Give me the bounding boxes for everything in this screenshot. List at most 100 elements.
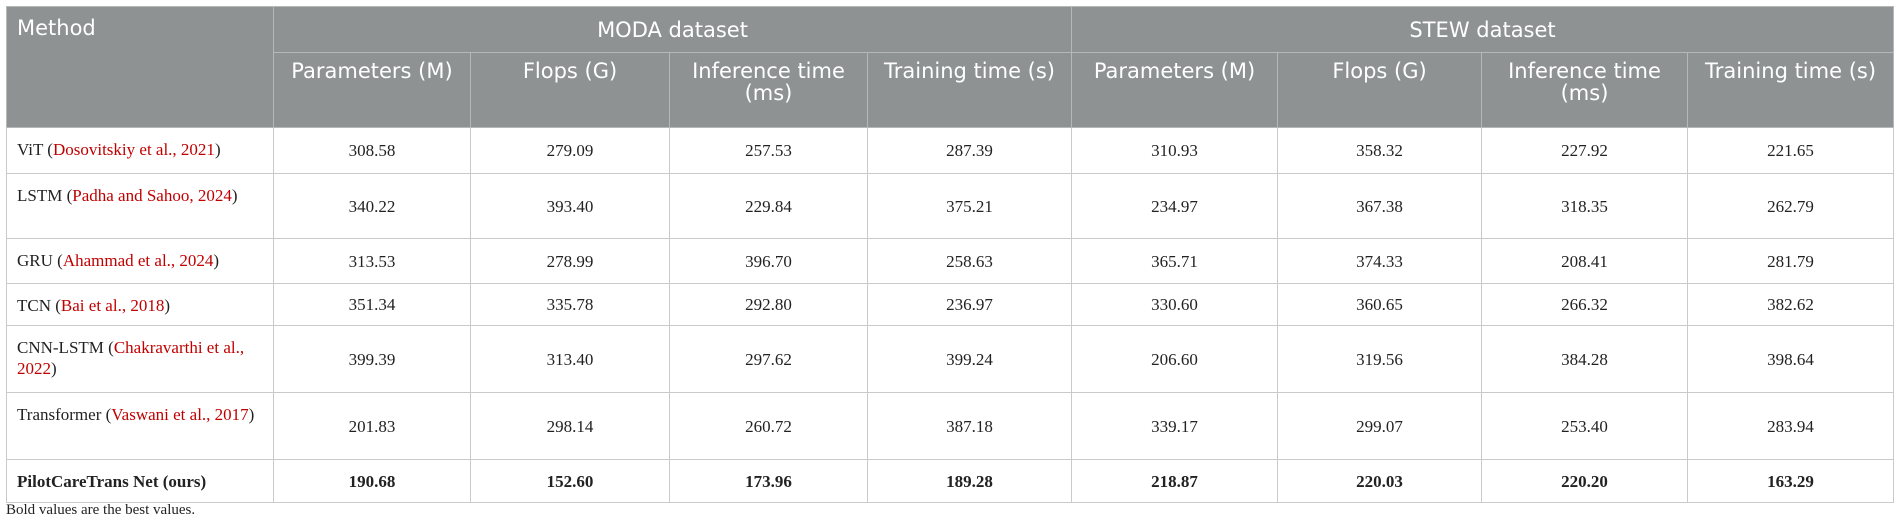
value-cell: 189.28 xyxy=(866,459,1073,503)
column-header: Flops (G) xyxy=(1277,52,1483,128)
value-cell: 360.65 xyxy=(1277,283,1483,326)
value-cell: 260.72 xyxy=(669,392,868,460)
value-cell: 299.07 xyxy=(1277,392,1483,460)
punctuation: ) xyxy=(214,140,221,159)
value-cell: 387.18 xyxy=(866,392,1073,460)
method-cell: LSTM (Padha and Sahoo, 2024) xyxy=(6,173,274,239)
value-cell: 399.24 xyxy=(866,325,1073,393)
table-row: LSTM (Padha and Sahoo, 2024) 340.22 393.40… xyxy=(6,173,1895,239)
value-cell: 287.39 xyxy=(866,127,1073,174)
citation-link: Vaswani et al., 2017 xyxy=(111,405,249,424)
punctuation: ) xyxy=(213,251,220,270)
value-cell: 278.99 xyxy=(470,238,670,284)
method-cell: Transformer (Vaswani et al., 2017) xyxy=(6,392,274,460)
value-cell: 279.09 xyxy=(470,127,670,174)
table-row: PilotCareTrans Net (ours) 190.68 152.60 173… xyxy=(6,459,1895,503)
citation-link: Ahammad et al., 2024 xyxy=(62,251,214,270)
value-cell: 281.79 xyxy=(1687,238,1895,284)
value-cell: 384.28 xyxy=(1481,325,1689,393)
column-header: Flops (G) xyxy=(470,52,670,128)
value-cell: 396.70 xyxy=(669,238,868,284)
value-cell: 220.03 xyxy=(1277,459,1483,503)
method-name: TCN ( xyxy=(17,296,61,315)
value-cell: 313.53 xyxy=(273,238,471,284)
value-cell: 335.78 xyxy=(470,283,670,326)
group-header: STEW dataset xyxy=(1071,6,1895,53)
value-cell: 393.40 xyxy=(470,173,670,239)
value-cell: 163.29 xyxy=(1687,459,1895,503)
value-cell: 257.53 xyxy=(669,127,868,174)
value-cell: 382.62 xyxy=(1687,283,1895,326)
table-row: TCN (Bai et al., 2018) 351.34 335.78 292.80… xyxy=(6,283,1895,326)
value-cell: 358.32 xyxy=(1277,127,1483,174)
value-cell: 351.34 xyxy=(273,283,471,326)
value-cell: 208.41 xyxy=(1481,238,1689,284)
value-cell: 339.17 xyxy=(1071,392,1279,460)
value-cell: 308.58 xyxy=(273,127,471,174)
citation-link: Chakravarthi et al., 2022 xyxy=(17,338,245,378)
method-cell: CNN-LSTM (Chakravarthi et al., 2022) xyxy=(6,325,274,393)
punctuation: ) xyxy=(164,296,170,315)
value-cell: 221.65 xyxy=(1687,127,1895,174)
value-cell: 297.62 xyxy=(669,325,868,393)
punctuation: ) xyxy=(248,405,255,424)
citation-link: Padha and Sahoo, 2024 xyxy=(72,186,232,205)
method-cell: ViT (Dosovitskiy et al., 2021) xyxy=(6,127,274,174)
value-cell: 234.97 xyxy=(1071,173,1279,239)
column-header: Training time (s) xyxy=(866,52,1073,128)
citation-link: Dosovitskiy et al., 2021 xyxy=(52,140,215,159)
value-cell: 173.96 xyxy=(669,459,868,503)
column-header: Parameters (M) xyxy=(273,52,471,128)
value-cell: 319.56 xyxy=(1277,325,1483,393)
value-cell: 220.20 xyxy=(1481,459,1689,503)
method-cell: PilotCareTrans Net (ours) xyxy=(6,459,274,503)
value-cell: 298.14 xyxy=(470,392,670,460)
results-table: Method MODA dataset STEW dataset Paramet… xyxy=(6,6,1895,503)
value-cell: 375.21 xyxy=(866,173,1073,239)
method-cell: GRU (Ahammad et al., 2024) xyxy=(6,238,274,284)
value-cell: 283.94 xyxy=(1687,392,1895,460)
footnote: Bold values are the best values. xyxy=(6,502,196,518)
column-header: Inference time (ms) xyxy=(669,52,868,128)
table-row: Transformer (Vaswani et al., 2017) 201.83… xyxy=(6,392,1895,460)
method-name: ViT ( xyxy=(17,140,53,159)
value-cell: 229.84 xyxy=(669,173,868,239)
value-cell: 236.97 xyxy=(866,283,1073,326)
value-cell: 365.71 xyxy=(1071,238,1279,284)
value-cell: 190.68 xyxy=(273,459,471,503)
value-cell: 310.93 xyxy=(1071,127,1279,174)
value-cell: 330.60 xyxy=(1071,283,1279,326)
method-name: PilotCareTrans Net (ours) xyxy=(17,472,207,491)
method-name: GRU ( xyxy=(17,251,63,270)
column-header: Training time (s) xyxy=(1687,52,1895,128)
value-cell: 206.60 xyxy=(1071,325,1279,393)
value-cell: 367.38 xyxy=(1277,173,1483,239)
punctuation: ) xyxy=(231,186,238,205)
table-row: ViT (Dosovitskiy et al., 2021) 308.58 279.… xyxy=(6,127,1895,174)
value-cell: 398.64 xyxy=(1687,325,1895,393)
value-cell: 266.32 xyxy=(1481,283,1689,326)
header-cell: Method xyxy=(6,6,274,128)
method-name: CNN-LSTM ( xyxy=(17,338,114,357)
value-cell: 399.39 xyxy=(273,325,471,393)
table-row: GRU (Ahammad et al., 2024) 313.53 278.99 39… xyxy=(6,238,1895,284)
value-cell: 218.87 xyxy=(1071,459,1279,503)
value-cell: 201.83 xyxy=(273,392,471,460)
method-name: LSTM ( xyxy=(17,186,73,205)
method-cell: TCN (Bai et al., 2018) xyxy=(6,283,274,326)
group-header: MODA dataset xyxy=(272,6,1073,53)
punctuation: ) xyxy=(51,359,57,378)
value-cell: 227.92 xyxy=(1481,127,1689,174)
value-cell: 318.35 xyxy=(1481,173,1689,239)
value-cell: 152.60 xyxy=(470,459,670,503)
table-row: CNN-LSTM (Chakravarthi et al., 2022) 399.… xyxy=(6,325,1895,393)
value-cell: 340.22 xyxy=(273,173,471,239)
value-cell: 313.40 xyxy=(470,325,670,393)
method-name: Transformer ( xyxy=(17,405,112,424)
value-cell: 374.33 xyxy=(1277,238,1483,284)
value-cell: 253.40 xyxy=(1481,392,1689,460)
citation-link: Bai et al., 2018 xyxy=(60,296,165,315)
column-header: Parameters (M) xyxy=(1071,52,1279,128)
value-cell: 292.80 xyxy=(669,283,868,326)
